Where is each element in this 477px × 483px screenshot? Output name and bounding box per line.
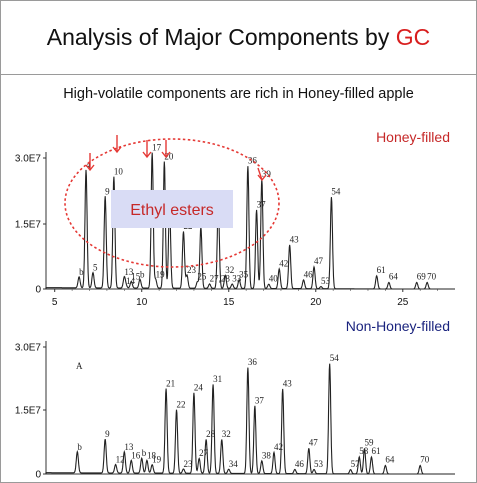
panel-inner-label-1: A: [76, 361, 83, 371]
peak-label-0-34: 69: [417, 271, 427, 281]
peak-label-1-19: 38: [262, 450, 272, 460]
y-tick-label-0-2: 3.0E7: [15, 154, 42, 165]
peak-label-1-8: 21: [166, 378, 175, 388]
chromatogram-trace-1: [45, 363, 455, 475]
peak-label-0-35: 70: [427, 271, 437, 281]
ester-arrow-4: [257, 167, 263, 181]
peak-label-1-21: 43: [283, 378, 293, 388]
peak-label-0-10: 19: [156, 269, 166, 279]
peak-label-0-9: 17: [152, 143, 162, 153]
ester-arrowhead-2: [142, 151, 152, 159]
peak-label-1-25: 54: [330, 353, 340, 363]
peak-label-0-11: 20: [164, 151, 174, 161]
peak-label-1-24: 53: [314, 459, 324, 469]
y-tick-label-1-1: 1.5E7: [15, 406, 42, 417]
peak-label-1-5: b: [142, 448, 147, 458]
peak-label-1-4: 16: [131, 450, 141, 460]
peak-label-0-32: 61: [377, 265, 386, 275]
peak-label-0-16: 25: [197, 271, 207, 281]
peak-label-0-28: 46: [304, 269, 314, 279]
peak-label-1-27: 58: [359, 446, 369, 456]
callout-box: [111, 190, 233, 228]
y-tick-label-1-2: 3.0E7: [15, 343, 42, 354]
peak-label-1-2: 12: [116, 455, 125, 465]
peak-label-0-7: 15: [131, 271, 141, 281]
peak-label-1-28: 59: [364, 438, 374, 448]
peak-label-0-22: 36: [248, 156, 257, 166]
peak-label-0-5: 13: [124, 267, 134, 277]
x-tick-label-0-2: 15: [223, 297, 235, 308]
peak-label-1-29: 61: [371, 446, 380, 456]
peak-label-0-33: 64: [389, 271, 399, 281]
peak-label-1-9: 22: [177, 400, 186, 410]
chromatogram-trace-0: [45, 152, 455, 290]
peak-label-1-11: 24: [194, 383, 204, 393]
peak-label-1-12: 27: [199, 448, 209, 458]
peak-label-0-6: 14: [126, 276, 135, 286]
peak-label-0-31: 54: [331, 186, 341, 196]
peak-label-1-0: b: [77, 442, 82, 452]
peak-label-1-22: 46: [295, 459, 305, 469]
peak-label-1-16: 34: [229, 459, 239, 469]
y-tick-label-1-0: 0: [35, 470, 41, 481]
x-tick-label-0-1: 10: [136, 297, 148, 308]
x-tick-label-0-3: 20: [310, 297, 322, 308]
ester-arrowhead-4: [257, 174, 267, 182]
peak-label-0-4: 10: [114, 167, 124, 177]
peak-label-0-8: b: [140, 269, 145, 279]
peak-label-0-23: 37: [257, 199, 267, 209]
peak-label-0-21: 35: [239, 269, 249, 279]
peak-label-0-14: 23: [187, 265, 197, 275]
series-label-0: Honey-filled: [376, 129, 450, 145]
page-subtitle: High-volatile components are rich in Hon…: [63, 86, 414, 102]
x-tick-label-0-0: 5: [52, 297, 58, 308]
peak-label-1-30: 64: [385, 455, 395, 465]
peak-label-0-3: 9: [105, 186, 110, 196]
peak-label-1-31: 70: [420, 455, 430, 465]
peak-label-0-17: 27,28: [210, 274, 231, 284]
peak-label-0-19: 32: [225, 265, 234, 275]
title-bar: Analysis of Major Components by GC: [1, 1, 476, 75]
series-label-1: Non-Honey-filled: [346, 318, 450, 334]
peak-label-1-13: 28: [206, 429, 216, 439]
callout-label: Ethyl esters: [130, 202, 214, 219]
title-accent: GC: [395, 24, 431, 50]
peak-label-1-10: 23: [183, 459, 193, 469]
y-tick-label-0-1: 1.5E7: [15, 220, 42, 231]
peak-label-1-6: 18: [147, 450, 157, 460]
peak-label-1-20: 42: [274, 442, 283, 452]
peak-label-0-2: 5: [93, 263, 98, 273]
peak-label-0-24: 39: [262, 169, 272, 179]
peak-label-0-27: 43: [290, 234, 300, 244]
y-tick-label-0-0: 0: [35, 285, 41, 296]
page-title: Analysis of Major Components by GC: [47, 24, 431, 51]
peak-label-0-0: b: [79, 267, 84, 277]
peak-label-1-15: 32: [222, 429, 231, 439]
peak-label-1-17: 36: [248, 357, 257, 367]
ethyl-esters-ellipse: [64, 138, 280, 268]
peak-label-1-1: 9: [105, 429, 110, 439]
peak-label-0-25: 40: [269, 274, 279, 284]
peak-label-0-29: 47: [314, 256, 324, 266]
title-main: Analysis of Major Components by: [46, 24, 396, 50]
peak-label-1-7: 19: [152, 455, 162, 465]
peak-label-1-23: 47: [309, 438, 319, 448]
peak-label-0-20: 33: [232, 274, 242, 284]
ester-arrowhead-1: [112, 146, 122, 154]
x-tick-label-0-4: 25: [397, 297, 409, 308]
peak-label-1-14: 31: [213, 374, 222, 384]
peak-label-0-1: 4: [86, 160, 91, 170]
peak-label-1-18: 37: [255, 395, 265, 405]
peak-label-0-30: 53: [321, 276, 331, 286]
peak-label-1-26: 57: [351, 459, 361, 469]
ester-arrowhead-0: [85, 164, 95, 172]
peak-label-1-3: 13: [124, 442, 134, 452]
ester-arrowhead-3: [161, 151, 171, 159]
peak-label-0-26: 42: [279, 258, 288, 268]
